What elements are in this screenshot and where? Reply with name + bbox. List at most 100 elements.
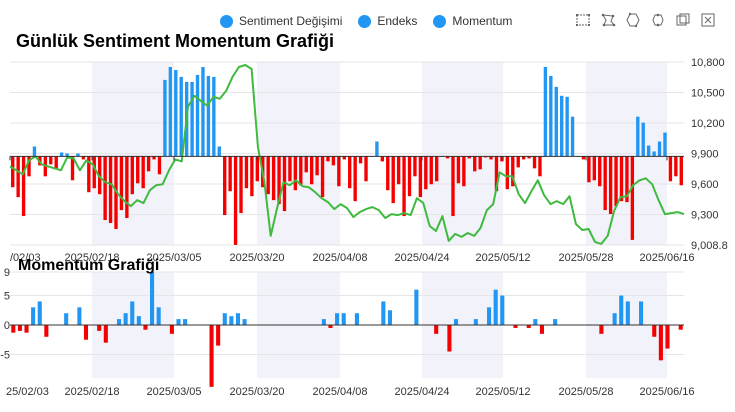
y-tick-label: -5 bbox=[0, 349, 10, 361]
sentiment-bar bbox=[136, 156, 140, 184]
restore-icon[interactable] bbox=[625, 12, 641, 28]
sentiment-bar bbox=[435, 156, 439, 182]
toolbox bbox=[575, 12, 716, 28]
legend: Sentiment Değişimi Endeks Momentum bbox=[220, 10, 512, 32]
momentum-bar bbox=[209, 325, 214, 387]
sentiment-bar bbox=[342, 156, 346, 160]
x-tick-label: 2025/03/20 bbox=[229, 386, 284, 398]
momentum-bar bbox=[639, 301, 644, 325]
momentum-bar bbox=[341, 313, 346, 325]
sentiment-bar bbox=[103, 156, 107, 221]
sentiment-bar bbox=[108, 156, 113, 224]
momentum-bar bbox=[414, 289, 419, 325]
sentiment-bar bbox=[614, 156, 618, 207]
y-tick-label: 0 bbox=[4, 320, 10, 332]
sentiment-bar bbox=[11, 156, 15, 188]
sentiment-bar bbox=[407, 156, 412, 197]
sentiment-bar bbox=[212, 76, 216, 157]
sentiment-bar bbox=[288, 156, 292, 182]
data-view-icon[interactable] bbox=[675, 12, 691, 28]
x-tick-label: 2025/06/16 bbox=[639, 252, 694, 264]
sentiment-bar bbox=[59, 152, 64, 157]
sentiment-bar bbox=[581, 156, 586, 160]
sentiment-bar bbox=[445, 156, 450, 159]
x-tick-label: 2025/04/08 bbox=[312, 252, 367, 264]
x-tick-label: 2025/02/18 bbox=[64, 386, 119, 398]
legend-marker bbox=[220, 14, 233, 28]
lasso-icon[interactable] bbox=[600, 12, 616, 28]
sentiment-bar bbox=[549, 75, 553, 157]
sentiment-bar bbox=[527, 156, 531, 159]
sentiment-bar bbox=[380, 156, 385, 162]
x-tick-label: 25/02/03 bbox=[6, 386, 49, 398]
sentiment-bar bbox=[668, 156, 673, 182]
x-tick-label: 2025/05/12 bbox=[475, 386, 530, 398]
sentiment-bar bbox=[353, 156, 357, 202]
momentum-bar bbox=[447, 325, 452, 352]
sentiment-bar bbox=[125, 156, 129, 219]
momentum-bar bbox=[473, 319, 478, 325]
chart-title: Günlük Sentiment Momentum Grafiği bbox=[16, 31, 335, 51]
momentum-bar bbox=[116, 319, 122, 325]
sentiment-bar bbox=[54, 156, 58, 169]
momentum-bar bbox=[123, 313, 128, 325]
sentiment-bar bbox=[630, 156, 635, 240]
sentiment-bar bbox=[223, 156, 227, 216]
momentum-bar bbox=[103, 325, 108, 343]
legend-item-endeks[interactable]: Endeks bbox=[358, 14, 417, 28]
zoom-icon[interactable] bbox=[575, 12, 591, 28]
momentum-bar bbox=[625, 301, 630, 325]
sentiment-bar bbox=[538, 156, 542, 177]
sentiment-bar bbox=[266, 156, 270, 195]
momentum-bar bbox=[612, 313, 617, 325]
momentum-bar bbox=[335, 313, 340, 325]
momentum-bar bbox=[64, 313, 69, 325]
sentiment-bar bbox=[674, 156, 678, 177]
sentiment-bar bbox=[309, 156, 314, 185]
sentiment-bar bbox=[489, 156, 493, 160]
momentum-bar bbox=[619, 295, 624, 325]
sentiment-bar bbox=[375, 141, 379, 157]
momentum-bar bbox=[652, 325, 657, 337]
momentum-bar bbox=[493, 289, 498, 325]
sentiment-bar bbox=[598, 156, 602, 187]
sentiment-bar bbox=[277, 156, 281, 205]
x-tick-label: 2025/05/12 bbox=[475, 252, 530, 264]
brush-icon[interactable] bbox=[650, 12, 666, 28]
sentiment-bar bbox=[494, 156, 499, 192]
momentum-bar bbox=[381, 301, 386, 325]
sentiment-bar bbox=[478, 156, 482, 170]
sentiment-bar bbox=[98, 156, 102, 195]
momentum-bar bbox=[235, 313, 241, 325]
sentiment-bar bbox=[652, 151, 656, 157]
sentiment-bar bbox=[119, 156, 124, 211]
momentum-bar bbox=[658, 325, 663, 361]
sentiment-bar bbox=[65, 153, 69, 157]
x-tick-label: 2025/05/28 bbox=[558, 386, 613, 398]
sentiment-bar bbox=[92, 156, 96, 189]
sentiment-bar bbox=[179, 76, 183, 157]
sentiment-bar bbox=[315, 156, 319, 176]
legend-label: Endeks bbox=[377, 14, 418, 28]
save-image-icon[interactable] bbox=[700, 12, 716, 28]
sentiment-bar bbox=[195, 74, 200, 157]
y-tick-label: 10,500 bbox=[691, 88, 725, 100]
sentiment-bar bbox=[511, 156, 515, 187]
sentiment-bar bbox=[391, 156, 395, 204]
momentum-bar bbox=[229, 316, 234, 325]
momentum-bar bbox=[387, 310, 392, 325]
y-tick-label: 9,600 bbox=[691, 179, 719, 191]
sentiment-bar bbox=[532, 156, 537, 169]
sentiment-bar bbox=[451, 156, 455, 217]
sentiment-bar bbox=[657, 141, 662, 157]
sentiment-bar bbox=[641, 122, 645, 157]
sentiment-bar bbox=[554, 86, 558, 157]
legend-item-sentiment[interactable]: Sentiment Değişimi bbox=[220, 14, 342, 28]
legend-marker bbox=[433, 14, 447, 28]
legend-item-momentum[interactable]: Momentum bbox=[433, 14, 512, 28]
y-tick-label: 9,900 bbox=[691, 149, 719, 161]
sentiment-bar bbox=[646, 145, 651, 157]
sentiment-bar bbox=[76, 153, 80, 157]
sentiment-bar bbox=[239, 156, 243, 214]
